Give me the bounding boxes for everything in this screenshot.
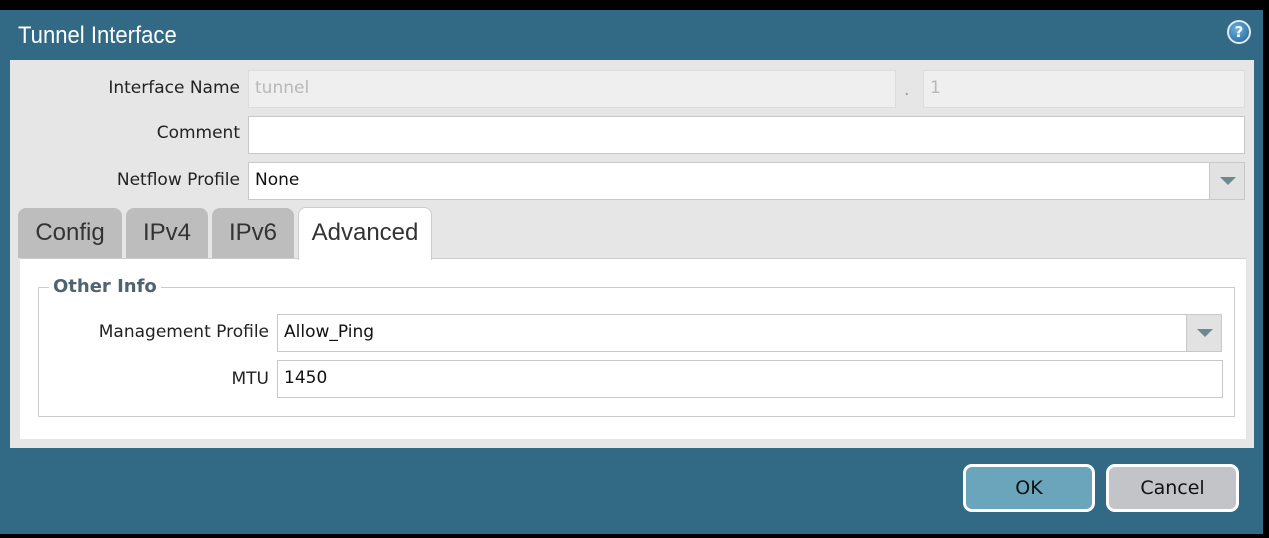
help-icon[interactable]: ? (1227, 20, 1251, 44)
ok-button[interactable]: OK (963, 464, 1095, 512)
interface-name-input[interactable]: tunnel (248, 70, 896, 108)
tab-advanced[interactable]: Advanced (298, 207, 432, 260)
interface-name-label: Interface Name (108, 78, 240, 98)
mtu-input[interactable]: 1450 (277, 360, 1223, 398)
mtu-label: MTU (231, 369, 270, 389)
other-info-title: Other Info (49, 276, 161, 297)
management-profile-chevron-down-icon[interactable] (1186, 314, 1222, 352)
interface-separator: . (904, 80, 910, 100)
management-profile-select[interactable]: Allow_Ping (277, 314, 1187, 352)
dialog-body: Interface Name tunnel . 1 Comment Netflo… (10, 60, 1254, 448)
netflow-dropdown-chevron-down-icon[interactable] (1209, 162, 1245, 200)
advanced-tab-content: Other Info Management Profile Allow_Ping… (20, 258, 1246, 439)
comment-input[interactable] (248, 116, 1245, 154)
dialog-title: Tunnel Interface (18, 22, 177, 49)
netflow-profile-select[interactable]: None (248, 162, 1210, 200)
tunnel-interface-dialog: Tunnel Interface ? Interface Name tunnel… (0, 10, 1263, 534)
interface-number-input[interactable]: 1 (923, 70, 1245, 108)
netflow-profile-label: Netflow Profile (116, 170, 240, 190)
tab-ipv6[interactable]: IPv6 (212, 208, 294, 258)
comment-label: Comment (156, 123, 240, 143)
cancel-button[interactable]: Cancel (1106, 464, 1239, 512)
other-info-group: Other Info Management Profile Allow_Ping… (38, 276, 1235, 417)
management-profile-label: Management Profile (98, 322, 269, 342)
tab-ipv4[interactable]: IPv4 (126, 208, 208, 258)
tab-config[interactable]: Config (18, 208, 122, 258)
